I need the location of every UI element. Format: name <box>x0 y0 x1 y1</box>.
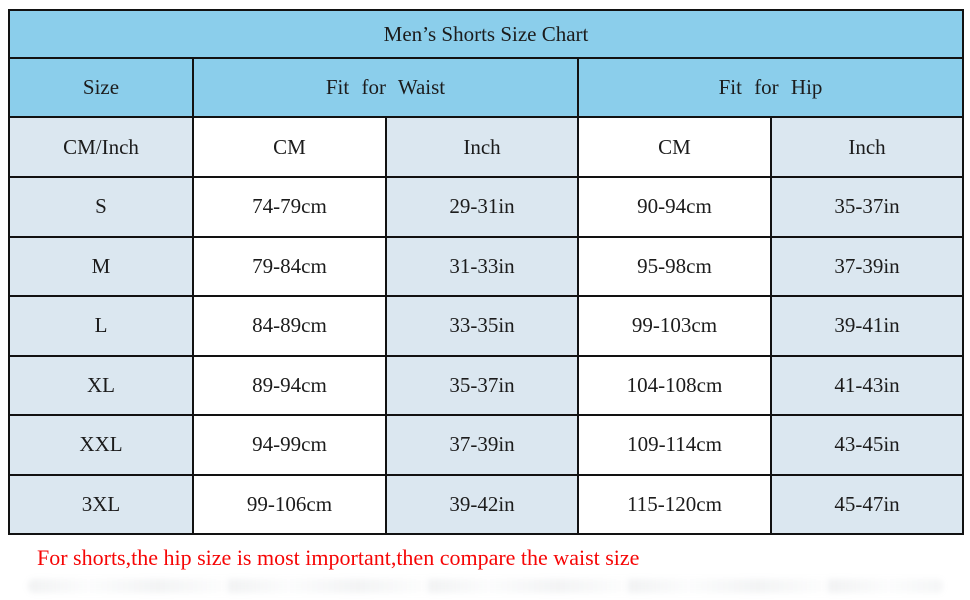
hip-inch-cell: 43-45in <box>769 414 965 476</box>
hip-cm-cell: 90-94cm <box>577 176 772 238</box>
title-row: Men’s Shorts Size Chart <box>7 9 965 59</box>
size-label-cell: XL <box>8 354 194 416</box>
size-label-cell: L <box>8 295 194 357</box>
header-waist-group-cell: Fit for Waist <box>192 57 579 118</box>
size-row: L 84-89cm 33-35in 99-103cm 39-41in <box>8 295 965 357</box>
header-size-cell: Size <box>8 57 194 118</box>
unit-header-row: CM/Inch CM Inch CM Inch <box>8 116 965 178</box>
size-row: S 74-79cm 29-31in 90-94cm 35-37in <box>8 176 965 238</box>
waist-inch-cell: 33-35in <box>385 295 579 357</box>
size-row: XXL 94-99cm 37-39in 109-114cm 43-45in <box>8 414 965 476</box>
note-text: For shorts,the hip size is most importan… <box>37 545 640 570</box>
hip-inch-cell: 45-47in <box>769 473 965 535</box>
size-row: 3XL 99-106cm 39-42in 115-120cm 45-47in <box>8 473 965 535</box>
unit-header-cell: CM <box>577 116 772 178</box>
waist-cm-cell: 84-89cm <box>192 295 387 357</box>
size-label-cell: S <box>8 176 194 238</box>
size-label-cell: 3XL <box>8 473 194 535</box>
hip-inch-cell: 37-39in <box>769 235 965 297</box>
erased-watermark-smudge <box>28 579 943 593</box>
unit-header-cell: Inch <box>769 116 965 178</box>
hip-cm-cell: 99-103cm <box>577 295 772 357</box>
waist-inch-cell: 39-42in <box>385 473 579 535</box>
hip-inch-cell: 41-43in <box>769 354 965 416</box>
waist-cm-cell: 99-106cm <box>192 473 387 535</box>
size-chart-table: Men’s Shorts Size Chart Size Fit for Wai… <box>7 9 965 535</box>
waist-inch-cell: 29-31in <box>385 176 579 238</box>
waist-cm-cell: 94-99cm <box>192 414 387 476</box>
group-header-row: Size Fit for Waist Fit for Hip <box>8 57 965 118</box>
unit-header-cell: CM <box>192 116 387 178</box>
waist-inch-cell: 31-33in <box>385 235 579 297</box>
hip-cm-cell: 109-114cm <box>577 414 772 476</box>
waist-cm-cell: 89-94cm <box>192 354 387 416</box>
size-label-cell: XXL <box>8 414 194 476</box>
size-label-cell: M <box>8 235 194 297</box>
unit-header-cell: Inch <box>385 116 579 178</box>
hip-cm-cell: 95-98cm <box>577 235 772 297</box>
hip-inch-cell: 39-41in <box>769 295 965 357</box>
waist-inch-cell: 37-39in <box>385 414 579 476</box>
hip-cm-cell: 115-120cm <box>577 473 772 535</box>
waist-cm-cell: 74-79cm <box>192 176 387 238</box>
waist-inch-cell: 35-37in <box>385 354 579 416</box>
unit-header-cell: CM/Inch <box>8 116 194 178</box>
chart-title-cell: Men’s Shorts Size Chart <box>7 9 965 59</box>
waist-cm-cell: 79-84cm <box>192 235 387 297</box>
header-hip-group-cell: Fit for Hip <box>576 57 965 118</box>
size-row: M 79-84cm 31-33in 95-98cm 37-39in <box>8 235 965 297</box>
hip-inch-cell: 35-37in <box>769 176 965 238</box>
size-row: XL 89-94cm 35-37in 104-108cm 41-43in <box>8 354 965 416</box>
hip-cm-cell: 104-108cm <box>577 354 772 416</box>
